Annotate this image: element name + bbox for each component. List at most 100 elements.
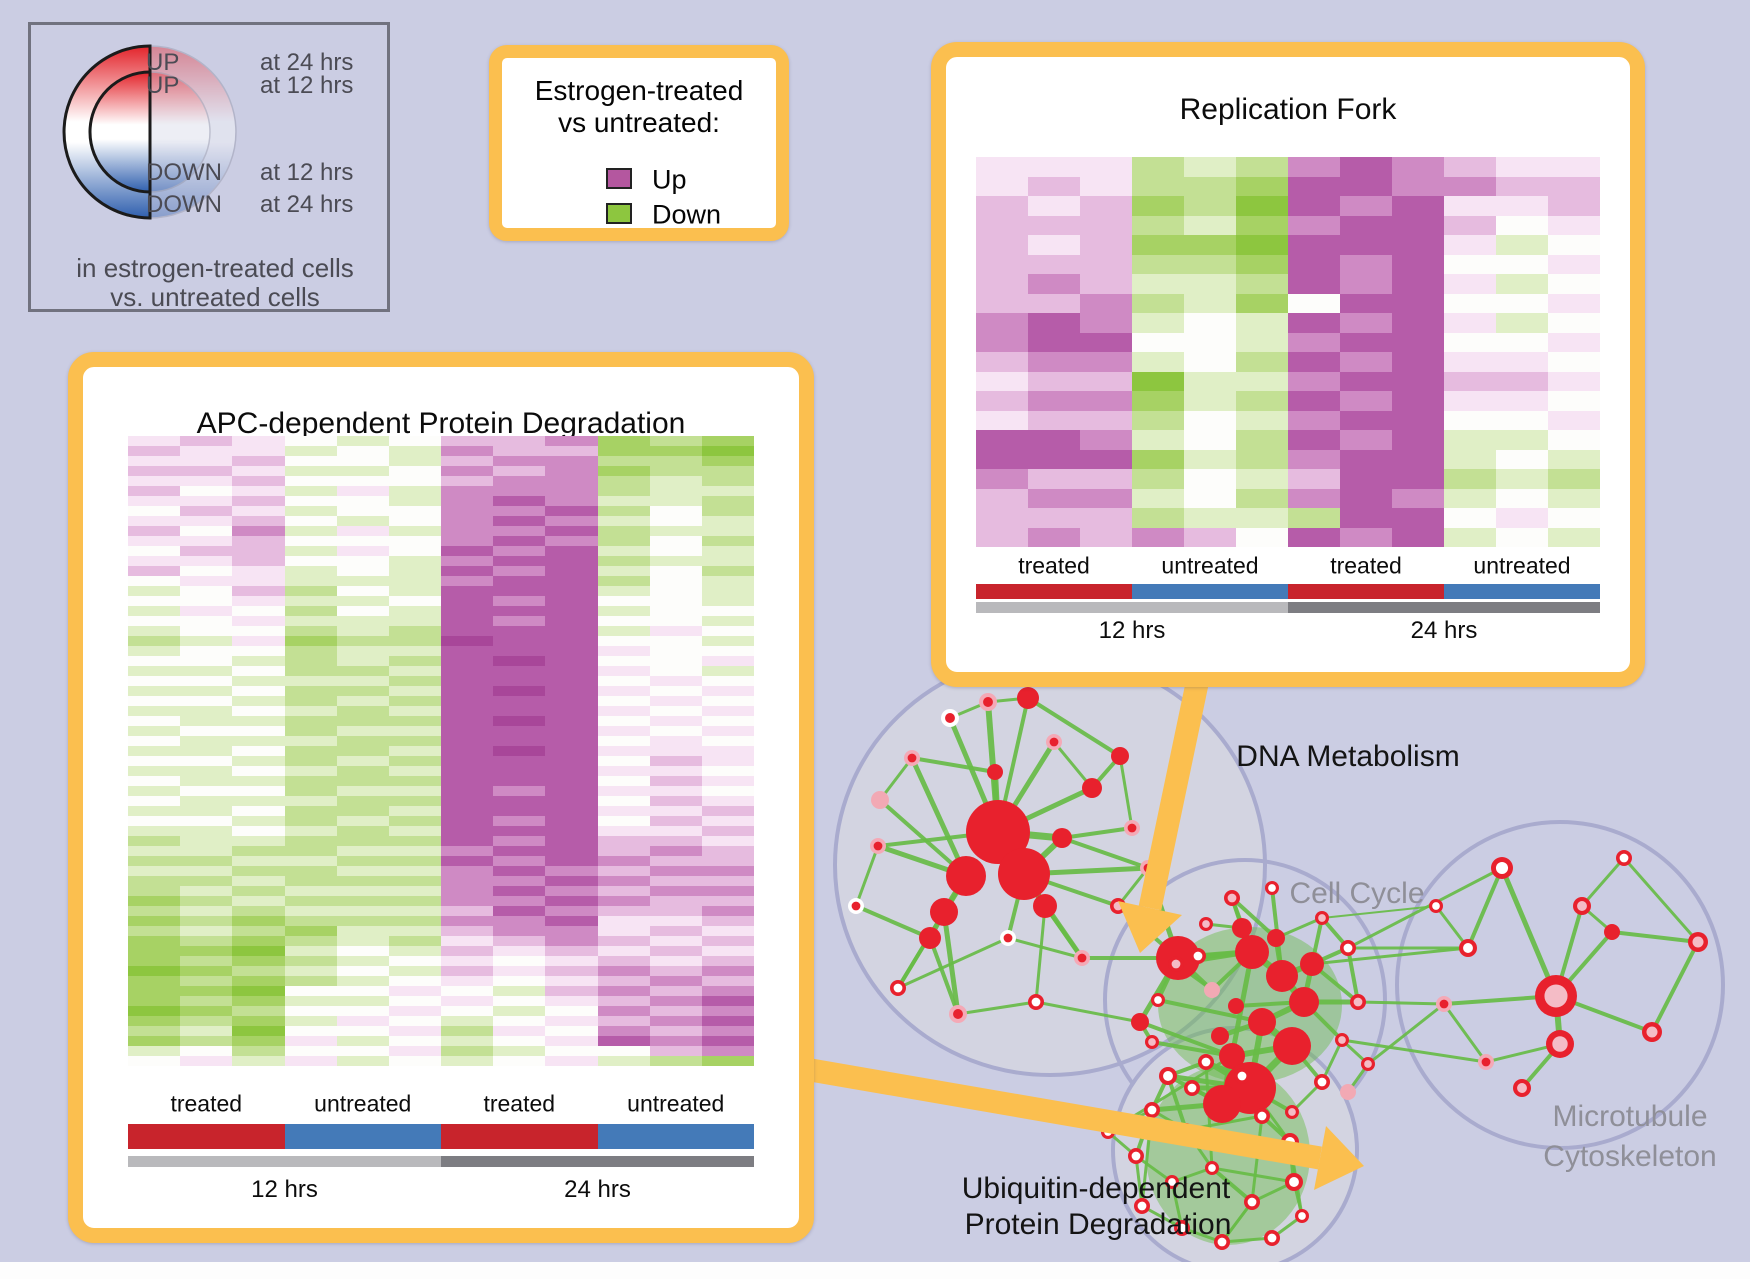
gene-node-ring xyxy=(1289,987,1319,1017)
heatmap-cell xyxy=(128,526,181,536)
heatmap-cell xyxy=(649,576,702,586)
heatmap-cell xyxy=(336,716,389,726)
heatmap-cell xyxy=(1496,332,1548,352)
heatmap-cell xyxy=(1392,235,1444,255)
heatmap-cell xyxy=(701,696,754,706)
heatmap-cell xyxy=(180,546,233,556)
heatmap-cell xyxy=(336,1046,389,1056)
heatmap-cell xyxy=(649,456,702,466)
heatmap-cell xyxy=(1080,410,1132,430)
heatmap-cell xyxy=(180,836,233,846)
network-edge xyxy=(1151,1040,1233,1058)
untreated-condition-bar xyxy=(1444,584,1600,599)
heatmap-cell xyxy=(180,616,233,626)
heatmap-cell xyxy=(1444,274,1496,294)
heatmap-cell xyxy=(180,936,233,946)
heatmap-cell xyxy=(128,926,181,936)
heatmap-cell xyxy=(388,546,441,556)
heatmap-cell xyxy=(388,506,441,516)
heatmap-cell xyxy=(701,796,754,806)
heatmap-cell xyxy=(597,626,650,636)
heatmap-cell xyxy=(232,626,285,636)
gene-node-center xyxy=(1201,1057,1211,1067)
heatmap-cell xyxy=(1028,371,1080,391)
heatmap-cell xyxy=(649,926,702,936)
heatmap-cell xyxy=(284,1036,337,1046)
heatmap-cell xyxy=(128,796,181,806)
heatmap-cell xyxy=(232,956,285,966)
heatmap-cell xyxy=(180,1036,233,1046)
heatmap-cell xyxy=(493,1026,546,1036)
heatmap-cell xyxy=(284,1056,337,1066)
heatmap-cell xyxy=(180,866,233,876)
heatmap-cell xyxy=(388,776,441,786)
heatmap-cell xyxy=(597,786,650,796)
heatmap-cell xyxy=(232,616,285,626)
heatmap-cell xyxy=(336,826,389,836)
network-edge xyxy=(928,937,960,1015)
heatmap-cell xyxy=(128,656,181,666)
network-label-ubiquitin-dependent: Ubiquitin-dependent xyxy=(961,1172,1231,1205)
heatmap-cell xyxy=(597,856,650,866)
heatmap-cell xyxy=(1288,508,1340,528)
heatmap-cell xyxy=(441,816,494,826)
gene-node-center xyxy=(945,713,955,723)
heatmap-cell xyxy=(493,446,546,456)
gene-node-center xyxy=(1495,861,1509,875)
heatmap-cell xyxy=(1340,332,1392,352)
heatmap-cell xyxy=(232,476,285,486)
heatmap-cell xyxy=(232,976,285,986)
heatmap-cell xyxy=(1288,332,1340,352)
heatmap-cell xyxy=(441,556,494,566)
gene-node-center xyxy=(1217,1237,1227,1247)
heatmap-cell xyxy=(441,756,494,766)
heatmap-cell xyxy=(1496,274,1548,294)
heatmap-cell xyxy=(284,1006,337,1016)
heatmap-cell xyxy=(1392,371,1444,391)
heatmap-cell xyxy=(232,726,285,736)
untreated-condition-bar xyxy=(284,1124,441,1149)
heatmap-cell xyxy=(1340,235,1392,255)
heatmap-cell xyxy=(701,506,754,516)
heatmap-cell xyxy=(232,906,285,916)
heatmap-cell xyxy=(1288,410,1340,430)
heatmap-cell xyxy=(336,866,389,876)
gene-node-center xyxy=(1317,1077,1327,1087)
heatmap-cell xyxy=(336,516,389,526)
heatmap-cell xyxy=(180,1046,233,1056)
gene-node-center xyxy=(1298,1212,1306,1220)
heatmap-cell xyxy=(180,656,233,666)
heatmap-cell xyxy=(1184,196,1236,216)
heatmap-cell xyxy=(180,566,233,576)
heatmap-cell xyxy=(976,449,1028,469)
heatmap-cell xyxy=(388,706,441,716)
heatmap-cell xyxy=(701,616,754,626)
heatmap-cell xyxy=(284,766,337,776)
heatmap-cell xyxy=(388,816,441,826)
heatmap-cell xyxy=(701,916,754,926)
heatmap-cell xyxy=(976,215,1028,235)
heatmap-cell xyxy=(441,646,494,656)
heatmap-cell xyxy=(701,656,754,666)
heatmap-cell xyxy=(1028,176,1080,196)
heatmap-cell xyxy=(1184,274,1236,294)
heatmap-cell xyxy=(128,1016,181,1026)
heatmap-cell xyxy=(284,1026,337,1036)
heatmap-cell xyxy=(597,1056,650,1066)
heatmap-cell xyxy=(493,576,546,586)
heatmap-cell xyxy=(232,486,285,496)
heatmap-cell xyxy=(1080,488,1132,508)
heatmap-cell xyxy=(1392,449,1444,469)
heatmap-cell xyxy=(1392,176,1444,196)
ring-time-down-24: at 24 hrs xyxy=(260,191,353,218)
heatmap-cell xyxy=(284,486,337,496)
down-color-swatch xyxy=(606,203,632,224)
heatmap-cell xyxy=(597,926,650,936)
heatmap-cell xyxy=(441,1016,494,1026)
heatmap-cell xyxy=(649,746,702,756)
heatmap-cell xyxy=(180,576,233,586)
heatmap-cell xyxy=(597,846,650,856)
timepoint-bar-12hrs xyxy=(976,602,1288,613)
heatmap-cell xyxy=(701,546,754,556)
gene-node-center xyxy=(1049,737,1059,747)
